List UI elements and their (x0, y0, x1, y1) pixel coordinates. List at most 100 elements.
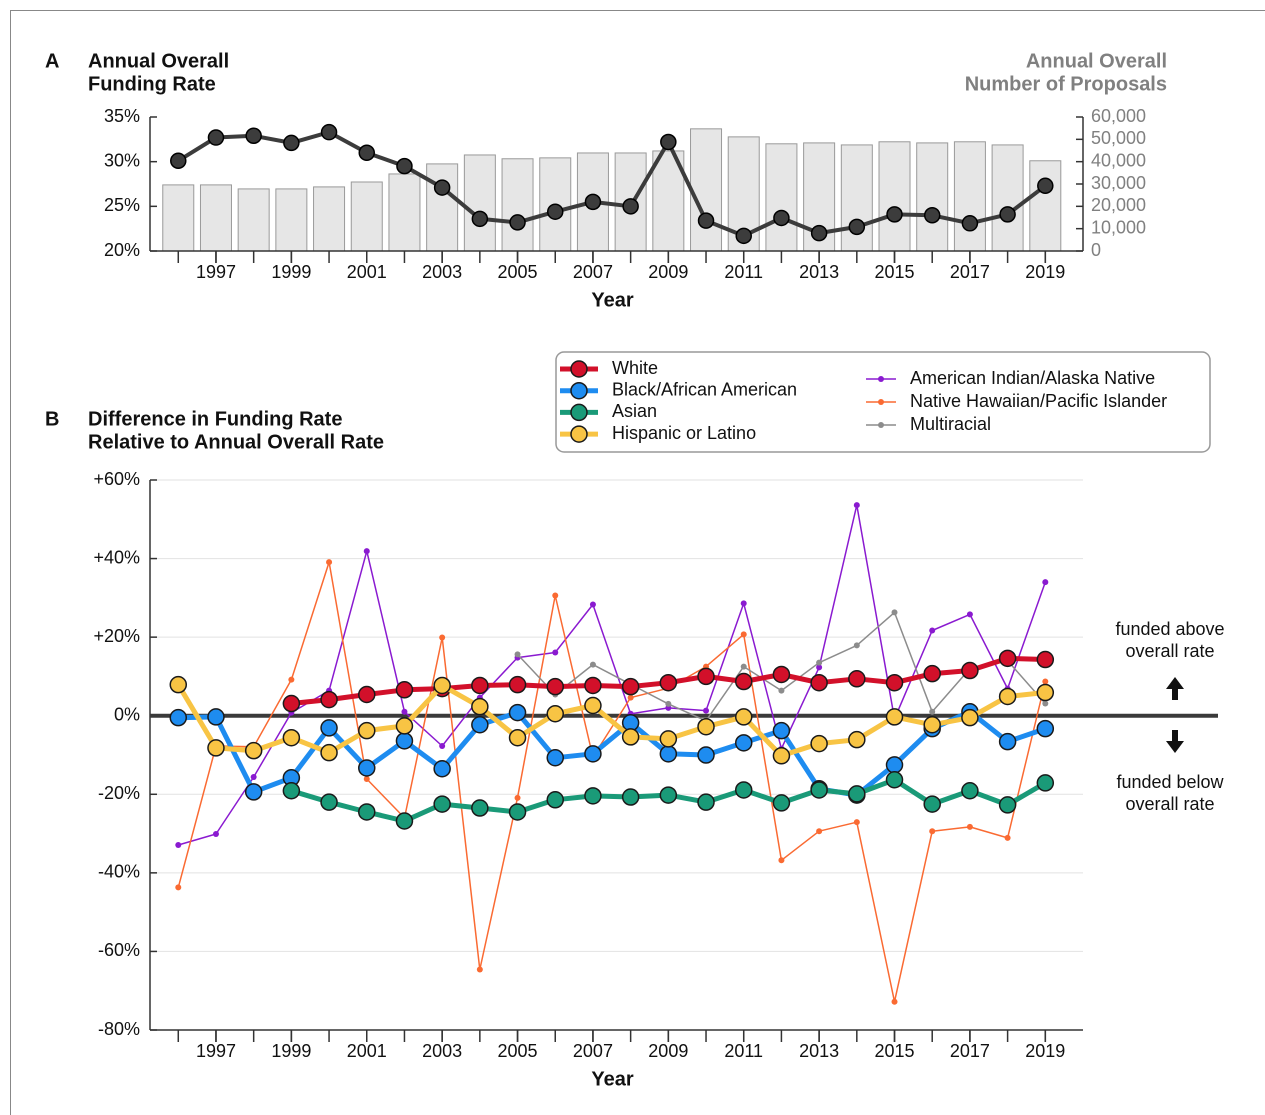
marker (1036, 650, 1055, 669)
x-tick-label: 1999 (271, 262, 311, 282)
marker (961, 215, 979, 232)
marker (659, 730, 678, 748)
bar (275, 188, 308, 252)
marker (885, 708, 904, 726)
marker (998, 687, 1017, 706)
marker (283, 134, 300, 152)
marker (923, 207, 941, 224)
x-tick-label: 2017 (950, 262, 990, 282)
marker (514, 651, 521, 658)
marker (244, 741, 263, 760)
annotation: funded below (1116, 772, 1224, 792)
y-tick-label: -20% (98, 783, 140, 803)
marker (697, 212, 715, 229)
marker (966, 823, 973, 830)
marker (891, 998, 898, 1005)
marker (175, 841, 182, 848)
marker (961, 661, 979, 680)
marker (358, 721, 376, 740)
marker (734, 708, 753, 726)
marker (627, 694, 634, 701)
marker (358, 759, 376, 777)
y-tick-label: +40% (93, 547, 140, 567)
marker (772, 721, 791, 740)
legend-marker (570, 381, 588, 400)
marker (358, 685, 376, 704)
marker (207, 708, 225, 726)
marker (848, 218, 866, 236)
x-tick-label: 2009 (648, 262, 688, 282)
marker (546, 749, 564, 767)
legend-label: Multiracial (910, 414, 991, 434)
x-axis-title: Year (591, 1068, 633, 1090)
marker (584, 676, 602, 695)
marker (998, 649, 1017, 668)
frame (10, 10, 1265, 1115)
y-tick-label: -80% (98, 1019, 140, 1039)
marker (848, 785, 866, 803)
marker (433, 760, 451, 778)
marker (1036, 683, 1055, 702)
marker (439, 742, 446, 749)
marker (514, 794, 521, 801)
marker (734, 734, 753, 752)
axis-title: Relative to Annual Overall Rate (88, 431, 384, 453)
marker (734, 781, 753, 799)
x-tick-label: 2005 (498, 1041, 538, 1061)
marker (885, 756, 904, 774)
marker (622, 198, 639, 215)
marker (778, 687, 785, 694)
marker (282, 728, 301, 747)
marker (848, 730, 866, 749)
marker (320, 690, 338, 709)
marker (703, 707, 710, 714)
bar (501, 158, 534, 252)
marker (433, 676, 451, 695)
marker (778, 857, 785, 864)
bar (878, 141, 911, 252)
x-tick-label: 2007 (573, 262, 613, 282)
marker (584, 193, 602, 211)
bar (765, 143, 798, 252)
bar (463, 154, 496, 252)
y2-axis-title: Number of Proposals (965, 73, 1167, 95)
bar (1029, 160, 1062, 252)
x-tick-label: 2019 (1025, 1041, 1065, 1061)
marker (170, 152, 187, 170)
panel-letter: B (45, 408, 59, 430)
marker (853, 502, 860, 509)
marker (552, 592, 559, 599)
x-tick-label: 2011 (724, 262, 763, 282)
legend-label: Asian (612, 401, 657, 421)
marker (245, 127, 262, 145)
y-tick-label: 0% (114, 704, 140, 724)
y-tick-label: -60% (98, 940, 140, 960)
marker (923, 795, 941, 813)
marker (471, 210, 489, 228)
marker (772, 665, 791, 684)
axis-title: Annual Overall (88, 50, 229, 72)
x-tick-label: 2003 (422, 262, 462, 282)
panel-letter: A (45, 50, 59, 72)
bar (237, 188, 270, 252)
marker (816, 664, 823, 671)
x-axis-title: Year (591, 289, 633, 311)
marker (999, 206, 1016, 223)
marker (772, 747, 791, 765)
marker (212, 830, 219, 837)
marker (734, 672, 753, 691)
y2-tick-label: 60,000 (1091, 106, 1146, 126)
marker (697, 793, 715, 811)
bar (690, 128, 723, 252)
legend-marker (878, 399, 884, 405)
marker (998, 732, 1017, 751)
marker (508, 803, 527, 821)
y-tick-label: 35% (104, 106, 140, 126)
marker (621, 788, 640, 806)
marker (207, 129, 225, 146)
marker (546, 791, 564, 809)
legend-label: American Indian/Alaska Native (910, 368, 1155, 388)
marker (1037, 177, 1054, 195)
x-tick-label: 2019 (1025, 262, 1065, 282)
